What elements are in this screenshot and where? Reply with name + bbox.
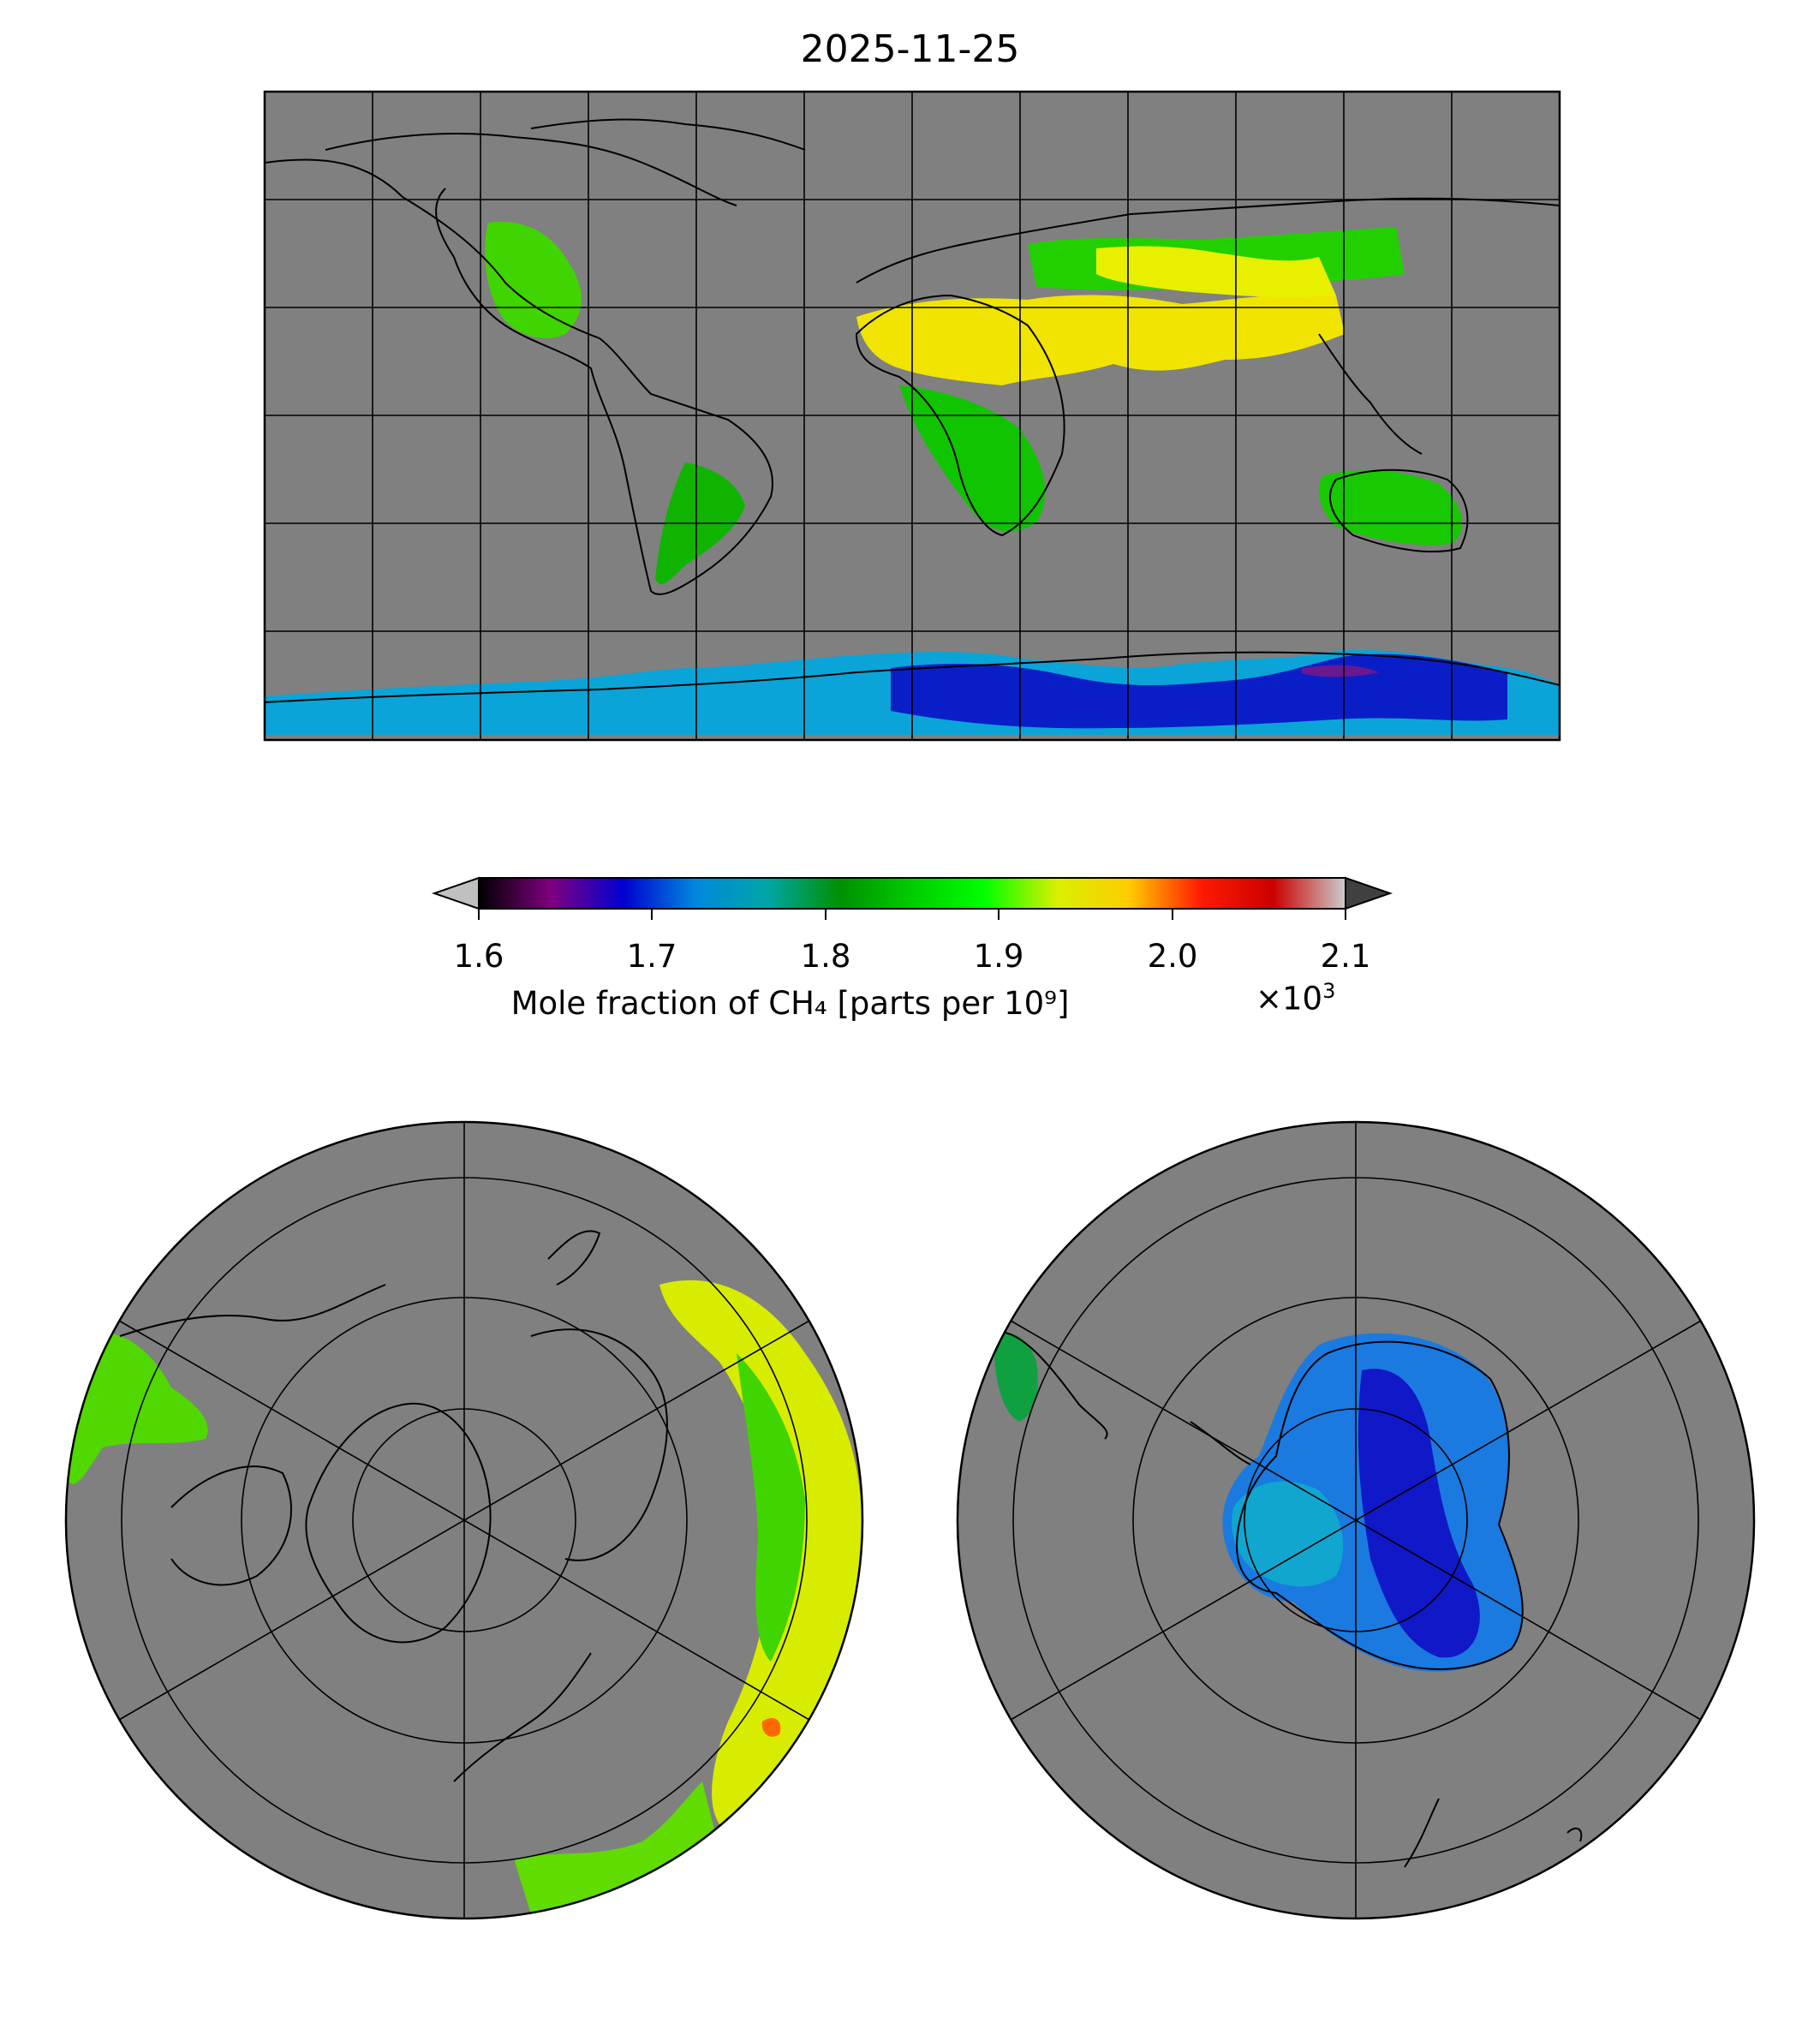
colorbar-tick-label: 1.6 <box>453 938 504 975</box>
australia-retrievals <box>1319 470 1462 546</box>
north-america-retrievals <box>485 222 582 338</box>
south-polar-data-layer <box>994 1331 1583 1868</box>
colorbar-under-extension <box>431 876 480 910</box>
south-polar-cyan-values <box>1232 1481 1344 1587</box>
global-gridlines <box>265 92 1560 740</box>
north-polar-asia-green-values <box>737 1353 805 1662</box>
north-polar-frame <box>64 1120 864 1920</box>
colorbar-over-extension <box>1345 876 1393 910</box>
antarctica-purple-values <box>1302 665 1379 677</box>
north-polar-gridlines <box>118 1122 810 1919</box>
africa-asia-high-values <box>856 294 1345 385</box>
north-polar-coastlines <box>119 1230 668 1782</box>
colorbar-tick-label: 1.8 <box>800 938 851 975</box>
south-polar-gridlines <box>1010 1122 1702 1919</box>
global-coastlines <box>265 118 1560 703</box>
south-polar-coastlines <box>1001 1331 1583 1868</box>
north-polar-map <box>64 1120 864 1920</box>
south-polar-frame <box>956 1120 1756 1920</box>
global-map <box>263 90 1561 742</box>
colorbar-tick-label: 1.9 <box>973 938 1024 975</box>
africa-south-retrievals <box>899 385 1046 532</box>
colorbar-gradient <box>478 877 1346 910</box>
north-polar-europe-retrievals <box>514 1781 719 1914</box>
colorbar-tick-label: 2.0 <box>1147 938 1198 975</box>
north-polar-data-layer <box>69 1230 862 1914</box>
south-polar-map <box>956 1120 1756 1920</box>
north-polar-red-spot <box>761 1717 781 1737</box>
colorbar-label: Mole fraction of CH₄ [parts per 10⁹] <box>510 985 1070 1022</box>
colorbar-tick-label: 1.7 <box>626 938 677 975</box>
colorbar-tick-label: 2.1 <box>1320 938 1371 975</box>
north-polar-america-retrievals <box>69 1333 208 1484</box>
colorbar-tick-marks <box>478 909 1346 920</box>
south-polar-low-values <box>1358 1369 1480 1658</box>
colorbar <box>431 876 1393 920</box>
eurasia-yellow-values <box>1096 246 1336 298</box>
figure-title: 2025-11-25 <box>800 27 1020 71</box>
south-polar-south-america-retrievals <box>994 1333 1038 1422</box>
global-map-frame <box>263 90 1561 742</box>
colorbar-multiplier: ×103 <box>1256 979 1336 1017</box>
north-polar-asia-retrievals <box>659 1280 862 1833</box>
